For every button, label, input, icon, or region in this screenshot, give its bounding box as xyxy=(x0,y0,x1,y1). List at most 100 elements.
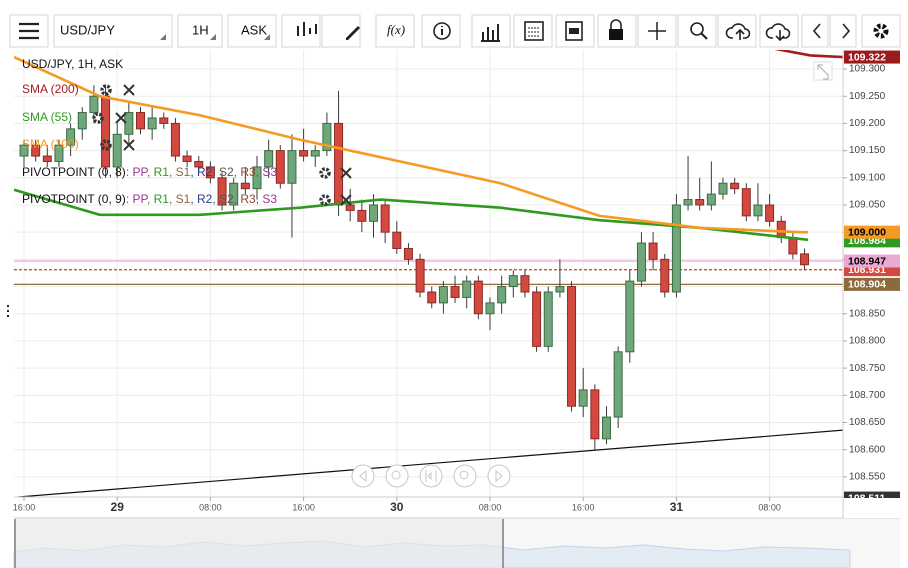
dropdown-caret xyxy=(160,34,166,40)
candle-body xyxy=(54,144,64,162)
y-tick-label: 108.650 xyxy=(849,417,886,428)
candle-body xyxy=(264,150,274,168)
price-tag xyxy=(844,225,900,239)
candle-body xyxy=(112,133,122,168)
zoom-icon xyxy=(459,470,469,480)
info-icon xyxy=(433,22,451,40)
toolbar-button[interactable] xyxy=(677,14,717,48)
candle-body xyxy=(473,280,483,315)
x-tick-label: 08:00 xyxy=(758,502,781,512)
candle-body xyxy=(42,155,52,162)
candle-body xyxy=(625,280,635,353)
legend-settings[interactable] xyxy=(319,194,331,206)
candle-body xyxy=(671,204,681,293)
toolbar-button[interactable] xyxy=(829,14,857,48)
candle-body xyxy=(555,286,565,293)
pivot-legend-part: PP xyxy=(132,165,148,179)
price-tag xyxy=(844,277,900,291)
x-tick-label: 31 xyxy=(670,500,684,514)
pivot-legend-part: , xyxy=(234,165,241,179)
candle-body xyxy=(31,144,41,157)
sma-line xyxy=(14,188,809,242)
candle-body xyxy=(462,280,472,298)
candle-body xyxy=(124,112,134,135)
interval-select[interactable] xyxy=(177,14,223,48)
legend-entry: SMA (55) xyxy=(22,110,72,124)
candle-body xyxy=(567,286,577,407)
legend-remove[interactable] xyxy=(340,194,352,206)
y-tick-label: 108.550 xyxy=(849,472,886,483)
zoom-controls xyxy=(351,464,511,488)
candle-body xyxy=(718,182,728,195)
candle-body xyxy=(800,253,810,266)
y-tick-label: 109.300 xyxy=(849,64,886,75)
candle-body xyxy=(508,275,518,288)
menu-icon xyxy=(19,22,39,40)
price-tag xyxy=(844,254,900,268)
candle-body xyxy=(147,117,157,130)
candle-body xyxy=(275,150,285,184)
lock-icon xyxy=(609,29,623,40)
candle-body xyxy=(543,291,553,347)
toolbar-button[interactable] xyxy=(375,14,415,48)
symbol-select[interactable] xyxy=(53,14,173,48)
legend-remove[interactable] xyxy=(123,84,135,96)
candle-body xyxy=(485,302,495,315)
axis-background xyxy=(844,498,908,518)
template-icon xyxy=(569,28,579,34)
pivot-legend-part: R1 xyxy=(154,165,170,179)
legend-remove[interactable] xyxy=(123,139,135,151)
candle-body xyxy=(159,117,169,124)
toolbar-button[interactable] xyxy=(861,14,901,48)
next-icon xyxy=(842,23,851,39)
y-tick-label: 109.150 xyxy=(849,145,886,156)
candle-body xyxy=(753,204,763,217)
pivot-legend: PIVOTPOINT (0, 8): PP, R1, S1, R2, S2, R… xyxy=(22,165,277,179)
toolbar-button[interactable] xyxy=(513,14,553,48)
pivot-legend-part: , xyxy=(212,165,219,179)
x-tick-label: 16:00 xyxy=(13,502,36,512)
legend-settings[interactable] xyxy=(319,167,331,179)
pivot-legend-part: , xyxy=(190,165,197,179)
prev-icon xyxy=(812,23,821,39)
x-tick-label: 29 xyxy=(111,500,125,514)
pivot-legend: PIVOTPOINT (0, 9): PP, R1, S1, R2, S2, R… xyxy=(22,192,277,206)
candle-body xyxy=(357,209,367,222)
candle-body xyxy=(450,286,460,298)
toolbar: USD/JPY 1H ASK f(x) xyxy=(9,14,901,48)
toolbar-button[interactable] xyxy=(471,14,511,48)
candle-body xyxy=(403,247,413,260)
legend-remove[interactable] xyxy=(115,112,127,124)
candle-body xyxy=(415,258,425,293)
draw-icon xyxy=(346,26,360,40)
toolbar-button[interactable] xyxy=(281,14,321,48)
candle-body xyxy=(427,291,437,304)
navigator-window[interactable] xyxy=(14,519,503,568)
pivot-legend-part: , xyxy=(234,192,241,206)
price-tag-label: 109.000 xyxy=(848,226,886,238)
legend-settings[interactable] xyxy=(100,139,112,151)
legend-remove[interactable] xyxy=(340,167,352,179)
toolbar-button[interactable] xyxy=(759,14,799,48)
function-button-label: f(x) xyxy=(387,22,405,37)
candle-body xyxy=(322,122,332,152)
candle-body xyxy=(706,193,716,206)
pivot-legend-part: : xyxy=(126,165,133,179)
candle-body xyxy=(66,128,76,146)
calendar-icon xyxy=(528,27,540,37)
candle-body xyxy=(334,122,344,206)
legend-settings[interactable] xyxy=(92,112,104,124)
price-type-select[interactable] xyxy=(227,14,277,48)
reset-icon xyxy=(425,470,437,482)
toolbar-button[interactable] xyxy=(717,14,757,48)
chart-type-icon xyxy=(297,22,317,36)
pivot-legend-part: PIVOTPOINT (0, 9) xyxy=(22,192,126,206)
y-tick-label: 109.200 xyxy=(849,118,886,129)
pivot-legend-part: , xyxy=(169,165,176,179)
settings-icon[interactable] xyxy=(873,23,889,39)
upload-icon xyxy=(725,23,751,40)
legend-settings[interactable] xyxy=(100,84,112,96)
y-tick-label: 108.600 xyxy=(849,444,886,455)
candle-body xyxy=(776,220,786,239)
